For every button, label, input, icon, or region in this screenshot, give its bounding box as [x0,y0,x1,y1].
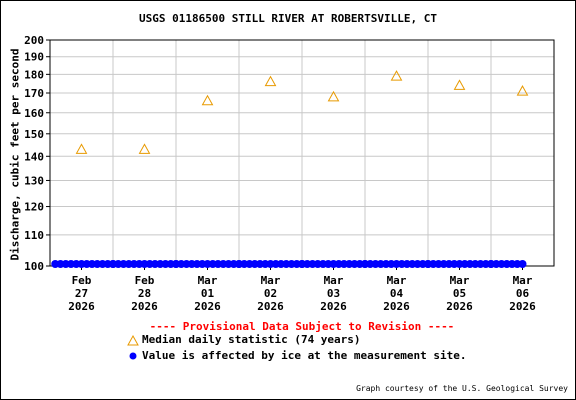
x-tick-label: Mar [198,274,218,287]
x-tick-label: Mar [450,274,470,287]
y-tick-label: 140 [24,150,44,163]
legend-label-ice: Value is affected by ice at the measurem… [142,349,467,362]
y-tick-label: 100 [24,260,44,273]
median-data-point [264,75,277,87]
x-tick-label: 03 [327,287,340,300]
triangle-marker-icon [124,333,142,347]
x-tick-label: Mar [261,274,281,287]
x-tick-label: Feb [72,274,92,287]
y-tick-label: 200 [24,34,44,47]
credit-text: Graph courtesy of the U.S. Geological Su… [356,384,568,393]
x-tick-label: 02 [264,287,277,300]
x-tick-label: 2026 [68,300,95,313]
y-tick-label: 110 [24,229,44,242]
y-tick-label: 160 [24,107,44,120]
median-data-point [453,79,466,90]
x-tick-label: 2026 [383,300,410,313]
x-tick-label: Feb [135,274,155,287]
median-data-point [75,143,88,154]
chart-title: USGS 01186500 STILL RIVER AT ROBERTSVILL… [138,12,437,25]
ice-data-point [518,260,527,268]
x-tick-label: 2026 [509,300,536,313]
x-tick-label: 01 [201,287,215,300]
legend-label-median: Median daily statistic (74 years) [142,333,361,346]
y-tick-label: 170 [24,87,44,100]
x-tick-label: 27 [75,287,88,300]
y-tick-label: 190 [24,51,44,64]
x-tick-label: 2026 [131,300,158,313]
median-data-point [327,90,340,102]
dot-marker-icon [124,349,142,363]
x-tick-label: Mar [513,274,533,287]
median-data-point [516,85,529,96]
chart-plot: 100110120130140150160170180190200Feb2720… [24,34,555,313]
provisional-notice: ---- Provisional Data Subject to Revisio… [149,320,455,333]
y-tick-label: 180 [24,68,44,81]
x-tick-label: 05 [453,287,466,300]
legend-item-median: Median daily statistic (74 years) [124,333,361,347]
y-tick-label: 120 [24,201,44,214]
median-data-point [138,143,151,154]
y-tick-label: 150 [24,128,44,141]
x-tick-label: Mar [387,274,407,287]
x-tick-label: 2026 [320,300,347,313]
median-data-point [390,70,403,81]
x-tick-label: 06 [516,287,530,300]
x-tick-label: 2026 [257,300,284,313]
x-tick-label: 04 [390,287,404,300]
median-data-point [201,94,214,106]
x-tick-label: 2026 [446,300,473,313]
x-tick-label: Mar [324,274,344,287]
x-tick-label: 28 [138,287,151,300]
legend-item-ice: Value is affected by ice at the measurem… [124,349,467,363]
x-tick-label: 2026 [194,300,221,313]
y-tick-label: 130 [24,174,44,187]
